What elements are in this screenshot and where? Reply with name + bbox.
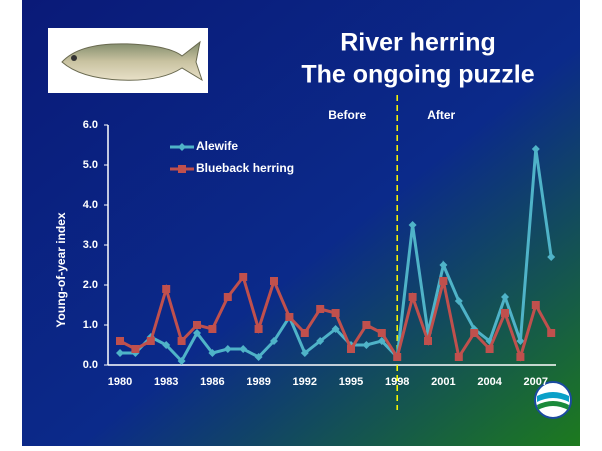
marker	[162, 285, 171, 293]
x-tick-label: 1989	[246, 376, 270, 388]
marker	[177, 357, 186, 365]
marker	[347, 345, 355, 353]
marker	[239, 345, 248, 353]
marker	[362, 341, 371, 349]
marker	[116, 337, 124, 345]
x-tick-label: 1995	[339, 376, 363, 388]
marker	[116, 349, 124, 357]
marker	[547, 329, 556, 337]
marker	[501, 309, 509, 317]
marker	[531, 145, 540, 153]
fish-image	[48, 28, 208, 93]
marker	[223, 345, 232, 353]
annotation: Before	[328, 108, 366, 122]
x-tick-label: 1986	[200, 376, 224, 388]
marker	[424, 337, 432, 345]
y-tick-label: 6.0	[83, 119, 98, 131]
x-tick-label: 1998	[385, 376, 409, 388]
x-tick-label: 2007	[524, 376, 548, 388]
marker	[316, 337, 325, 345]
marker	[547, 253, 556, 261]
marker	[393, 353, 402, 361]
x-tick-label: 2001	[431, 376, 455, 388]
marker	[408, 221, 417, 229]
marker	[531, 301, 540, 309]
x-tick-label: 2004	[477, 376, 502, 388]
marker	[408, 293, 417, 301]
y-tick-label: 1.0	[83, 319, 98, 331]
legend-label: Blueback herring	[196, 161, 294, 175]
marker	[131, 345, 140, 353]
marker	[285, 313, 294, 321]
marker	[501, 293, 509, 301]
marker	[300, 329, 309, 337]
marker	[300, 349, 309, 357]
marker	[223, 293, 232, 301]
marker	[454, 353, 463, 361]
annotation: After	[427, 108, 455, 122]
x-tick-label: 1980	[108, 376, 132, 388]
chart-title: River herring	[340, 29, 496, 57]
marker	[193, 321, 201, 329]
marker	[377, 329, 386, 337]
marker	[454, 297, 463, 305]
marker	[239, 273, 248, 281]
y-tick-label: 2.0	[83, 279, 98, 291]
marker	[362, 321, 371, 329]
marker	[208, 325, 217, 333]
marker	[146, 337, 155, 345]
marker	[316, 305, 325, 313]
legend-label: Alewife	[196, 139, 238, 153]
marker	[178, 143, 186, 151]
marker	[485, 345, 494, 353]
marker	[270, 277, 278, 285]
marker	[516, 353, 525, 361]
marker	[470, 329, 479, 337]
marker	[439, 277, 448, 285]
x-tick-label: 1983	[154, 376, 178, 388]
marker	[162, 341, 171, 349]
chart-subtitle: The ongoing puzzle	[301, 61, 534, 89]
marker	[177, 337, 186, 345]
marker	[178, 165, 186, 173]
marker	[331, 325, 340, 333]
y-axis-label: Young-of-year index	[54, 212, 68, 327]
marker	[254, 325, 263, 333]
y-tick-label: 3.0	[83, 239, 98, 251]
x-tick-label: 1992	[293, 376, 317, 388]
y-tick-label: 4.0	[83, 199, 98, 211]
marker	[270, 337, 278, 345]
logo	[534, 381, 572, 419]
marker	[377, 337, 386, 345]
marker	[331, 309, 340, 317]
marker	[208, 349, 217, 357]
marker	[516, 337, 525, 345]
y-tick-label: 0.0	[83, 359, 98, 371]
y-tick-label: 5.0	[83, 159, 98, 171]
marker	[193, 329, 201, 337]
marker	[254, 353, 263, 361]
marker	[439, 261, 448, 269]
